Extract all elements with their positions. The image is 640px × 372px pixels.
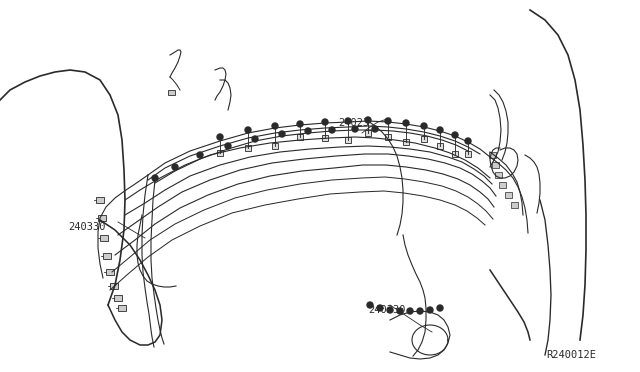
Text: 240330: 240330	[368, 305, 406, 315]
Bar	[297, 134, 303, 140]
Circle shape	[297, 121, 303, 127]
Bar	[98, 215, 106, 221]
Circle shape	[397, 308, 403, 314]
Circle shape	[417, 308, 423, 314]
Bar	[217, 150, 223, 156]
Text: 240330: 240330	[68, 222, 106, 232]
Bar	[110, 283, 118, 289]
Bar	[385, 134, 391, 140]
Bar	[345, 137, 351, 143]
Bar	[465, 151, 471, 157]
Bar	[168, 90, 175, 95]
Circle shape	[272, 123, 278, 129]
Circle shape	[225, 143, 231, 149]
Circle shape	[437, 305, 443, 311]
Bar	[452, 151, 458, 157]
Circle shape	[427, 307, 433, 313]
Bar	[103, 253, 111, 259]
Bar	[100, 235, 108, 241]
Bar	[495, 172, 502, 178]
Bar	[403, 139, 409, 145]
Circle shape	[329, 127, 335, 133]
Bar	[489, 152, 496, 158]
Bar	[511, 202, 518, 208]
Circle shape	[403, 120, 409, 126]
Bar	[492, 162, 499, 168]
Circle shape	[172, 164, 178, 170]
Circle shape	[385, 118, 391, 124]
Bar	[272, 143, 278, 149]
Circle shape	[372, 126, 378, 132]
Text: R240012E: R240012E	[546, 350, 596, 360]
Circle shape	[421, 123, 427, 129]
Bar	[245, 145, 251, 151]
Circle shape	[345, 118, 351, 124]
Bar	[505, 192, 512, 198]
Circle shape	[377, 305, 383, 311]
Text: 24023: 24023	[338, 118, 369, 128]
Circle shape	[352, 126, 358, 132]
Bar	[106, 269, 114, 275]
Circle shape	[322, 119, 328, 125]
Bar	[322, 135, 328, 141]
Bar	[437, 143, 443, 149]
Bar	[118, 305, 126, 311]
Bar	[96, 197, 104, 203]
Circle shape	[305, 128, 311, 134]
Circle shape	[437, 127, 443, 133]
Bar	[421, 136, 427, 142]
Circle shape	[217, 134, 223, 140]
Circle shape	[365, 117, 371, 123]
Circle shape	[407, 308, 413, 314]
Circle shape	[367, 302, 373, 308]
Circle shape	[279, 131, 285, 137]
Bar	[114, 295, 122, 301]
Circle shape	[452, 132, 458, 138]
Circle shape	[197, 152, 203, 158]
Circle shape	[152, 175, 158, 181]
Circle shape	[465, 138, 471, 144]
Bar	[499, 182, 506, 188]
Circle shape	[245, 127, 251, 133]
Circle shape	[387, 307, 393, 313]
Circle shape	[252, 136, 258, 142]
Bar	[365, 130, 371, 136]
